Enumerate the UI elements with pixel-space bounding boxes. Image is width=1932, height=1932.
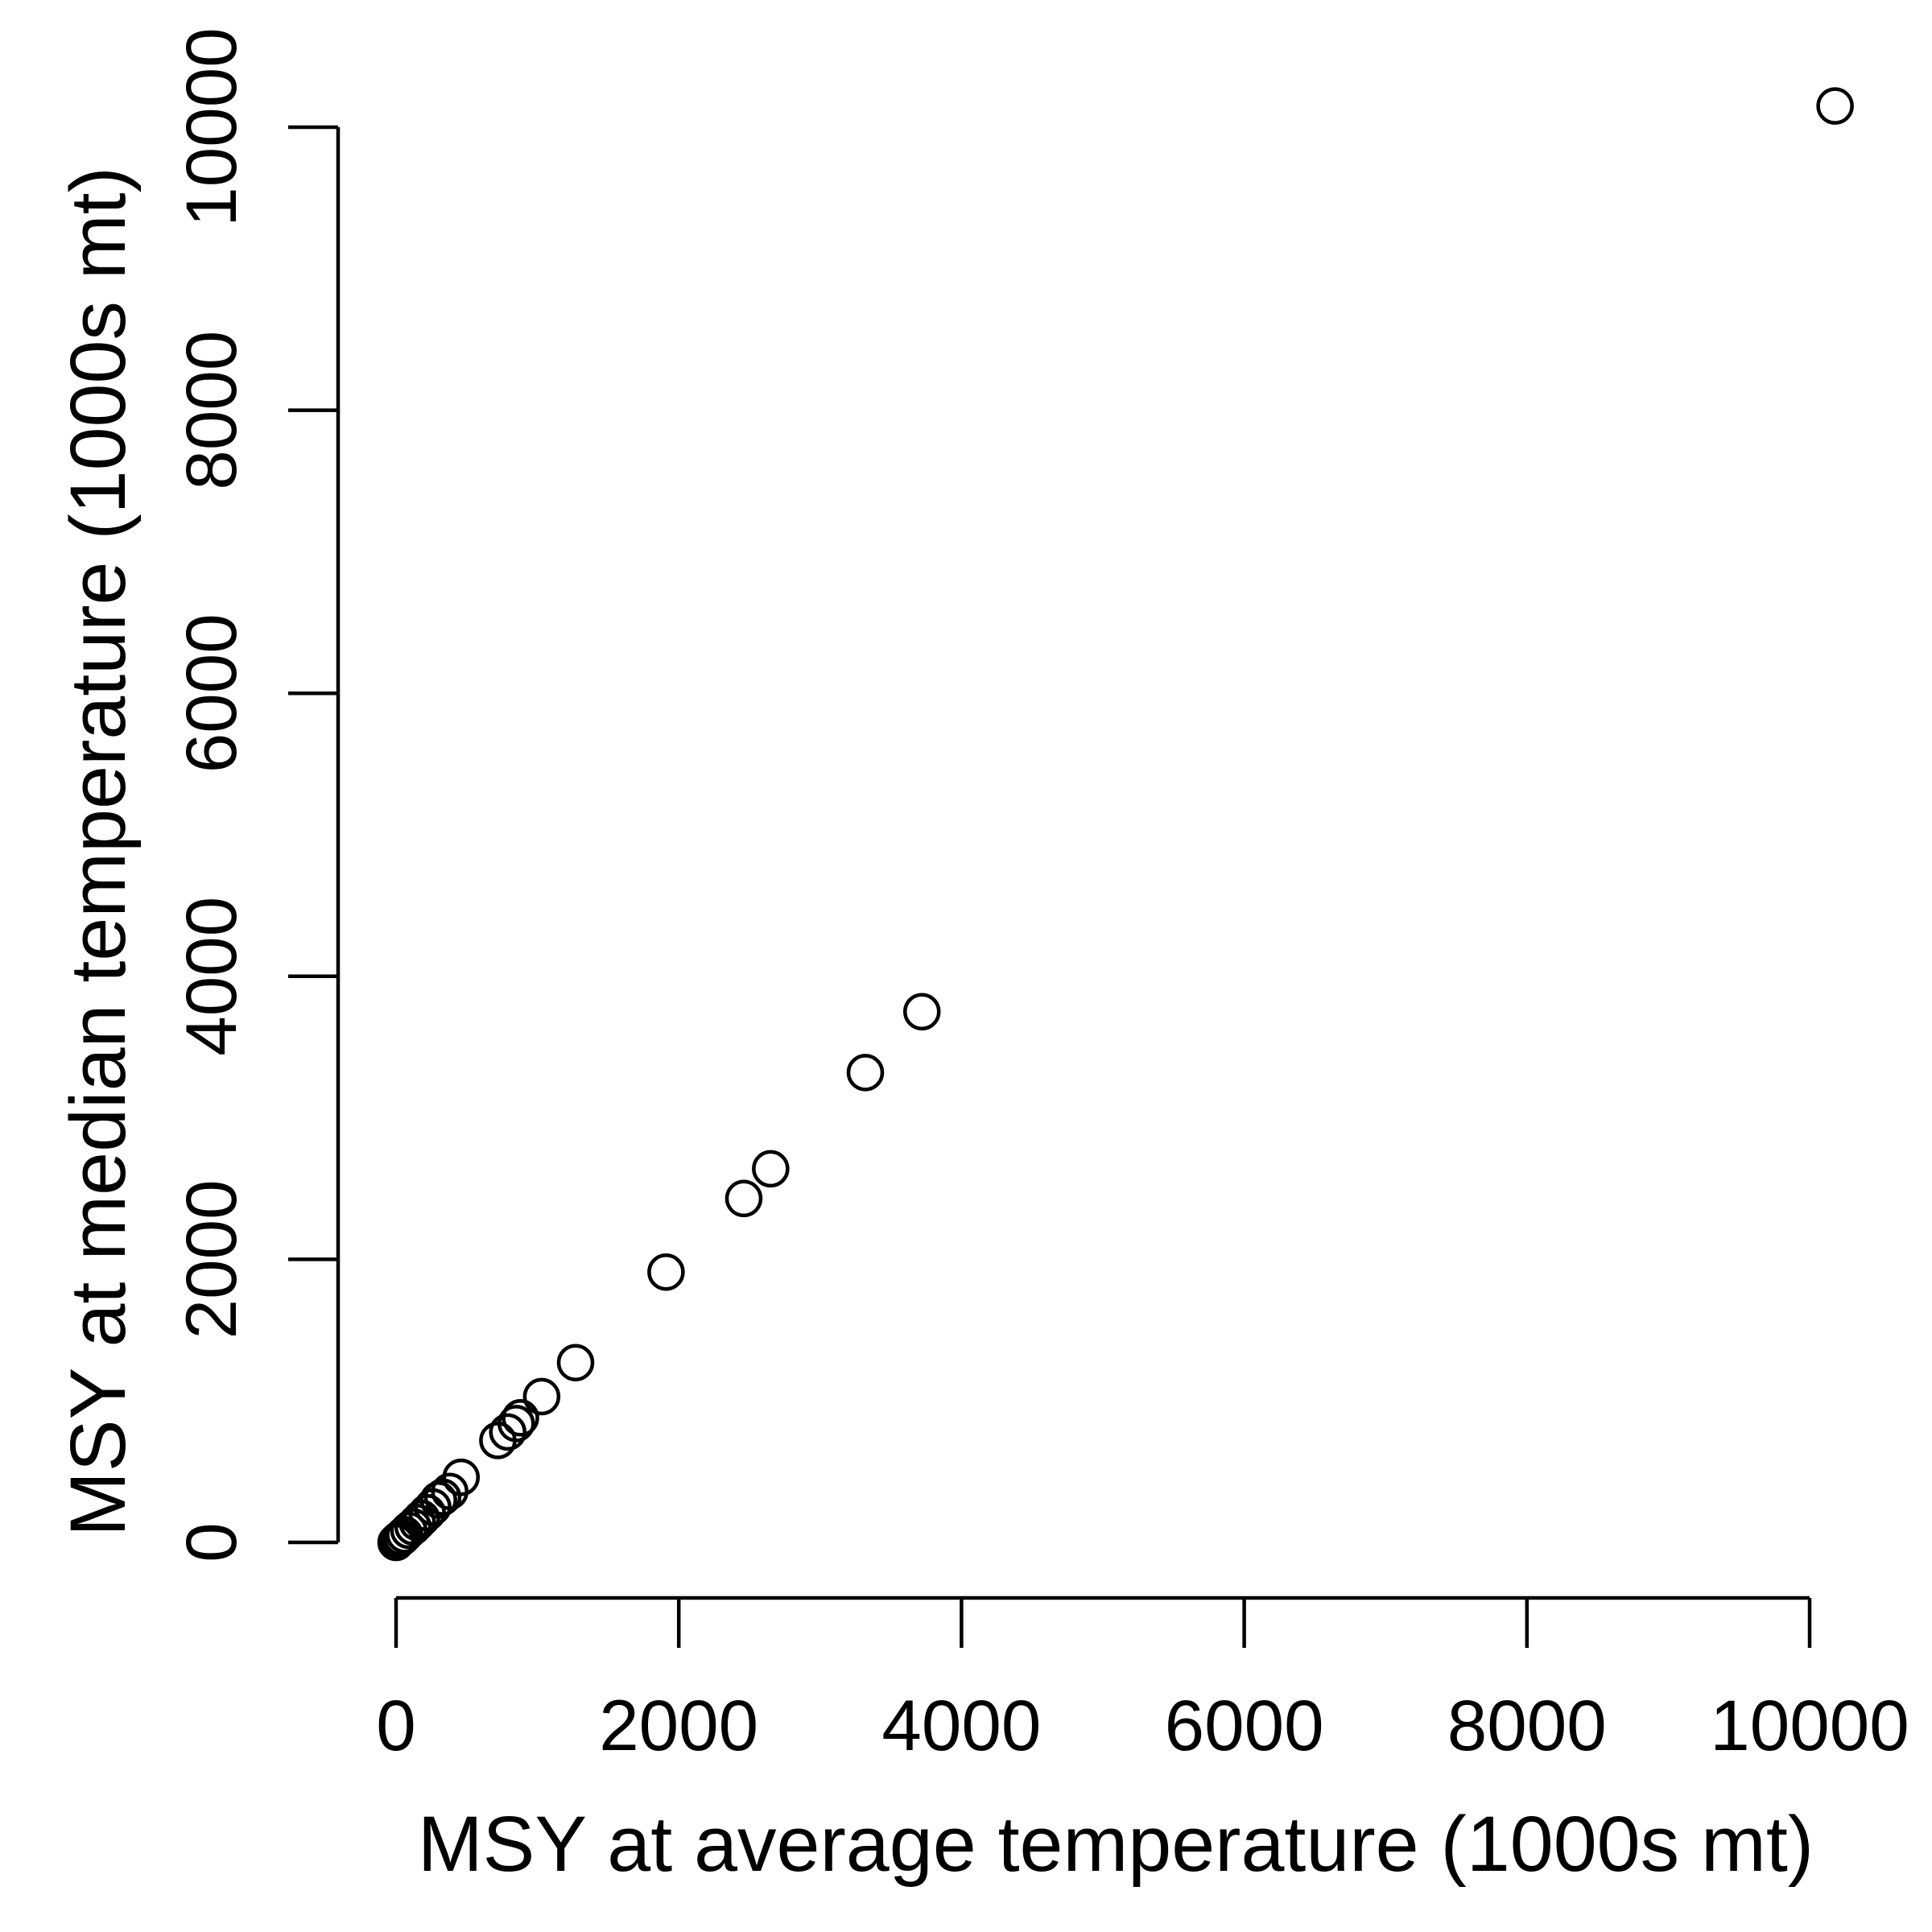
data-point — [556, 1344, 595, 1381]
x-axis-title: MSY at average temperature (1000s mt) — [418, 1800, 1814, 1888]
data-point — [419, 1481, 457, 1519]
y-axis-title: MSY at median temperature (1000s mt) — [54, 167, 142, 1537]
y-tick-label: 4000 — [171, 897, 251, 1056]
data-point — [489, 1413, 526, 1451]
data-point — [522, 1377, 561, 1416]
data-point — [724, 1179, 763, 1218]
data-points — [377, 87, 1854, 1562]
x-axis: 0 2000 4000 6000 8000 10000 — [376, 1596, 1909, 1765]
data-point — [442, 1458, 481, 1496]
data-point — [846, 1054, 885, 1092]
y-axis: 0 2000 4000 6000 8000 10000 — [171, 27, 341, 1563]
x-tick-label: 6000 — [1165, 1685, 1324, 1765]
x-tick-label: 2000 — [599, 1685, 758, 1765]
x-tick-label: 4000 — [881, 1685, 1041, 1765]
y-tick-label: 8000 — [171, 331, 251, 490]
y-tick-label: 6000 — [171, 613, 251, 773]
x-tick-label: 10000 — [1710, 1685, 1909, 1765]
data-point — [752, 1150, 790, 1188]
y-tick-label: 2000 — [171, 1179, 251, 1339]
data-point — [497, 1405, 535, 1443]
y-tick-label: 0 — [171, 1522, 251, 1563]
y-tick-label: 10000 — [171, 27, 251, 227]
x-tick-label: 0 — [376, 1685, 416, 1765]
data-point — [394, 1508, 432, 1546]
x-tick-label: 8000 — [1447, 1685, 1607, 1765]
data-point — [647, 1253, 685, 1291]
data-point — [902, 993, 941, 1030]
data-point — [1816, 87, 1854, 125]
data-point — [502, 1399, 539, 1437]
